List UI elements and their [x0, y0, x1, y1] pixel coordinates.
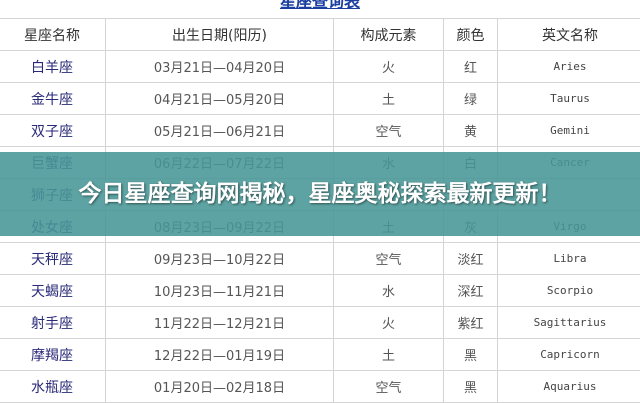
cell-color: 黄: [444, 115, 498, 147]
cell-date: 12月22日—01月19日: [106, 339, 334, 371]
column-header: 颜色: [444, 19, 498, 51]
cell-date: 04月21日—05月20日: [106, 83, 334, 115]
cell-en: Taurus: [498, 83, 640, 115]
cell-en: Gemini: [498, 115, 640, 147]
cell-elem: 火: [334, 51, 444, 83]
cell-en: Aquarius: [498, 371, 640, 403]
cell-name: 摩羯座: [0, 339, 106, 371]
cell-name: 天秤座: [0, 243, 106, 275]
cell-en: Sagittarius: [498, 307, 640, 339]
cell-elem: 空气: [334, 115, 444, 147]
cell-elem: 土: [334, 83, 444, 115]
table-title: 星座查询表: [0, 0, 640, 12]
column-header: 构成元素: [334, 19, 444, 51]
cell-en: Libra: [498, 243, 640, 275]
cell-elem: 火: [334, 307, 444, 339]
cell-date: 10月23日—11月21日: [106, 275, 334, 307]
cell-name: 水瓶座: [0, 371, 106, 403]
cell-en: Scorpio: [498, 275, 640, 307]
cell-color: 黑: [444, 371, 498, 403]
cell-date: 09月23日—10月22日: [106, 243, 334, 275]
cell-color: 红: [444, 51, 498, 83]
cell-elem: 空气: [334, 243, 444, 275]
cell-date: 01月20日—02月18日: [106, 371, 334, 403]
cell-en: Aries: [498, 51, 640, 83]
table-header: 星座名称出生日期(阳历)构成元素颜色英文名称: [0, 19, 640, 51]
cell-name: 射手座: [0, 307, 106, 339]
cell-date: 11月22日—12月21日: [106, 307, 334, 339]
column-header: 出生日期(阳历): [106, 19, 334, 51]
cell-color: 绿: [444, 83, 498, 115]
cell-elem: 空气: [334, 371, 444, 403]
cell-date: 05月21日—06月21日: [106, 115, 334, 147]
cell-color: 黑: [444, 339, 498, 371]
cell-color: 深红: [444, 275, 498, 307]
cell-name: 天蝎座: [0, 275, 106, 307]
cell-color: 紫红: [444, 307, 498, 339]
cell-elem: 土: [334, 339, 444, 371]
cell-en: Capricorn: [498, 339, 640, 371]
cell-date: 03月21日—04月20日: [106, 51, 334, 83]
cell-color: 淡红: [444, 243, 498, 275]
cell-name: 金牛座: [0, 83, 106, 115]
cell-elem: 水: [334, 275, 444, 307]
column-header: 星座名称: [0, 19, 106, 51]
headline-text: 今日星座查询网揭秘，星座奥秘探索最新更新！: [40, 178, 600, 210]
cell-name: 双子座: [0, 115, 106, 147]
cell-name: 白羊座: [0, 51, 106, 83]
headline-banner: 今日星座查询网揭秘，星座奥秘探索最新更新！: [0, 152, 640, 236]
column-header: 英文名称: [498, 19, 640, 51]
